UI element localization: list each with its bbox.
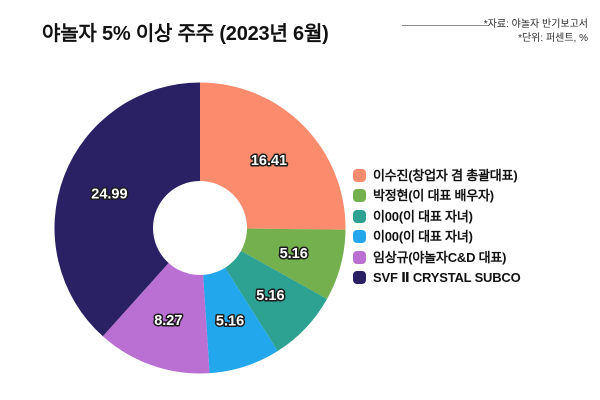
legend-label: 박정현(이 대표 배우자) bbox=[373, 188, 494, 203]
slice-value-label: 5.16 bbox=[256, 288, 284, 304]
slice-value-label: 5.16 bbox=[280, 246, 308, 262]
legend-item: 이00(이 대표 자녀) bbox=[353, 230, 521, 244]
legend-label: 이수진(창업자 겸 총괄대표) bbox=[373, 167, 518, 183]
legend-swatch bbox=[353, 209, 366, 223]
legend-item: 이00(이 대표 자녀) bbox=[353, 209, 521, 223]
page-title: 야놀자 5% 이상 주주 (2023년 6월) bbox=[42, 23, 329, 45]
legend-label: 이00(이 대표 자녀) bbox=[373, 229, 473, 244]
unit-note: *단위: 퍼센트, % bbox=[518, 32, 588, 44]
legend-swatch bbox=[353, 189, 366, 202]
chart-legend: 이수진(창업자 겸 총괄대표) 박정현(이 대표 배우자) 이00(이 대표 자… bbox=[353, 168, 521, 291]
donut-chart: 16.41 5.16 5.16 5.16 8.27 24.99 bbox=[54, 82, 346, 374]
legend-swatch bbox=[353, 250, 366, 264]
legend-item: 임상규(야놀자C&D 대표) bbox=[353, 250, 521, 264]
slice-value-label: 8.27 bbox=[154, 313, 182, 329]
legend-swatch bbox=[353, 230, 366, 243]
chart-notes: *자료: 야놀자 반기보고서 *단위: 퍼센트, % bbox=[484, 18, 588, 45]
legend-swatch bbox=[353, 168, 366, 182]
legend-item: 이수진(창업자 겸 총괄대표) bbox=[353, 168, 521, 182]
pie-slice-5 bbox=[54, 82, 200, 337]
source-note: *자료: 야놀자 반기보고서 bbox=[483, 19, 588, 30]
legend-item: SVF Ⅱ CRYSTAL SUBCO bbox=[353, 271, 521, 285]
slice-value-label: 5.16 bbox=[216, 313, 244, 329]
slice-value-label: 24.99 bbox=[91, 187, 127, 203]
pie-slice-0 bbox=[200, 82, 346, 230]
legend-label: 임상규(야놀자C&D 대표) bbox=[373, 249, 507, 265]
legend-label: 이00(이 대표 자녀) bbox=[373, 208, 473, 224]
legend-swatch bbox=[353, 271, 366, 284]
slice-value-label: 16.41 bbox=[251, 153, 287, 169]
donut-hole bbox=[153, 181, 247, 275]
legend-item: 박정현(이 대표 배우자) bbox=[353, 189, 521, 203]
note-divider-line bbox=[402, 25, 488, 26]
legend-label: SVF Ⅱ CRYSTAL SUBCO bbox=[373, 270, 521, 285]
